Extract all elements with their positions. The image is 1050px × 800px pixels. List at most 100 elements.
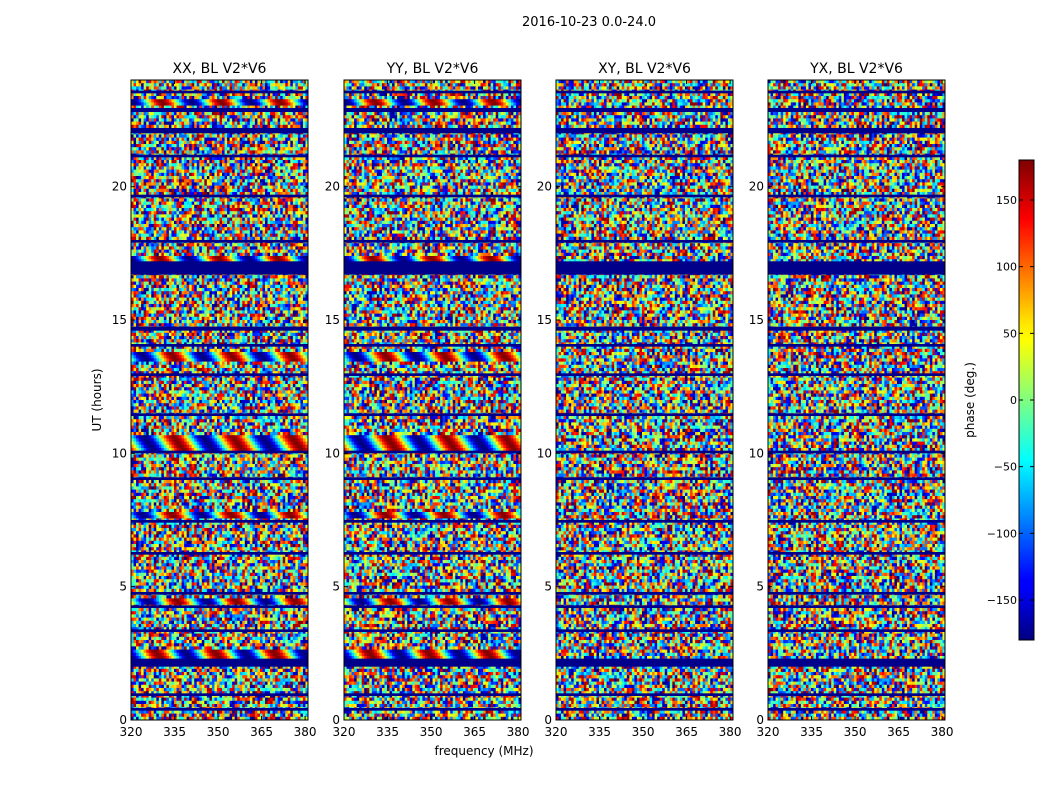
phase-cell	[179, 192, 182, 196]
phase-cell	[229, 163, 233, 167]
phase-cell	[252, 252, 256, 257]
phase-cell	[163, 220, 167, 225]
phase-cell	[285, 227, 289, 231]
phase-cell	[297, 118, 301, 122]
phase-cell	[259, 249, 263, 254]
phase-cell	[179, 144, 182, 148]
phase-cell	[216, 144, 220, 148]
phase-cell	[277, 96, 281, 100]
phase-cell	[249, 304, 253, 308]
phase-cell	[242, 208, 246, 212]
phase-cell	[297, 233, 301, 238]
phase-cell	[166, 156, 170, 161]
phase-cell	[189, 227, 193, 231]
phase-cell	[265, 259, 268, 263]
phase-cell	[305, 140, 308, 145]
phase-cell	[214, 134, 218, 138]
phase-cell	[262, 204, 266, 209]
phase-cell	[138, 198, 142, 202]
phase-cell	[272, 134, 276, 138]
phase-cell	[143, 246, 147, 250]
phase-cell	[237, 201, 241, 206]
phase-cell	[191, 230, 195, 234]
phase-cell	[244, 201, 248, 206]
phase-cell	[239, 172, 243, 177]
phase-cell	[239, 86, 243, 90]
phase-cell	[141, 118, 145, 122]
phase-cell	[181, 124, 185, 129]
phase-cell	[259, 227, 263, 231]
phase-cell	[161, 124, 165, 129]
phase-cell	[267, 179, 271, 183]
phase-cell	[143, 236, 147, 241]
phase-cell	[287, 300, 291, 305]
phase-cell	[257, 246, 261, 250]
phase-cell	[171, 118, 175, 122]
phase-cell	[272, 86, 276, 90]
phase-cell	[214, 160, 218, 164]
phase-cell	[216, 288, 220, 292]
phase-cell	[181, 236, 185, 241]
phase-cell	[300, 294, 304, 298]
phase-cell	[219, 252, 223, 257]
phase-cell	[196, 96, 200, 100]
phase-cell	[252, 105, 256, 110]
phase-cell	[211, 204, 215, 209]
phase-cell	[191, 278, 195, 282]
phase-cell	[191, 105, 195, 110]
phase-cell	[257, 188, 261, 193]
phase-cell	[252, 179, 256, 183]
phase-cell	[222, 137, 225, 142]
phase-cell	[184, 233, 188, 238]
phase-cell	[259, 294, 263, 298]
phase-cell	[262, 86, 266, 90]
phase-cell	[181, 249, 185, 254]
phase-cell	[249, 284, 253, 289]
phase-cell	[272, 291, 276, 295]
phase-cell	[262, 134, 266, 138]
phase-cell	[229, 220, 233, 225]
phase-cell	[305, 160, 308, 164]
phase-cell	[204, 288, 208, 292]
phase-cell	[277, 112, 281, 116]
phase-cell	[247, 281, 251, 286]
phase-cell	[300, 172, 304, 177]
phase-cell	[201, 144, 205, 148]
phase-cell	[229, 227, 233, 231]
phase-cell	[181, 179, 185, 183]
phase-cell	[227, 211, 231, 215]
phase-cell	[277, 288, 281, 292]
phase-cell	[176, 166, 180, 170]
phase-cell	[219, 105, 223, 110]
phase-cell	[234, 102, 238, 106]
phase-cell	[204, 172, 208, 177]
phase-cell	[201, 83, 205, 87]
phase-cell	[191, 115, 195, 119]
phase-cell	[133, 256, 137, 260]
phase-cell	[179, 134, 182, 138]
phase-cell	[237, 156, 241, 161]
phase-cell	[277, 211, 281, 215]
phase-cell	[143, 220, 147, 225]
phase-cell	[259, 188, 263, 193]
phase-cell	[244, 217, 248, 222]
phase-cell	[151, 144, 155, 148]
phase-cell	[196, 169, 200, 174]
phase-cell	[247, 172, 251, 177]
phase-cell	[211, 201, 215, 206]
phase-cell	[247, 230, 251, 234]
phase-cell	[196, 201, 200, 206]
phase-cell	[191, 281, 195, 286]
phase-cell	[186, 118, 190, 122]
phase-cell	[227, 204, 231, 209]
phase-cell	[277, 220, 281, 225]
phase-cell	[189, 300, 193, 305]
phase-cell	[209, 288, 213, 292]
phase-cell	[161, 192, 165, 196]
phase-cell	[224, 188, 228, 193]
phase-cell	[224, 230, 228, 234]
phase-cell	[138, 278, 142, 282]
phase-cell	[275, 105, 279, 110]
phase-cell	[216, 140, 220, 145]
